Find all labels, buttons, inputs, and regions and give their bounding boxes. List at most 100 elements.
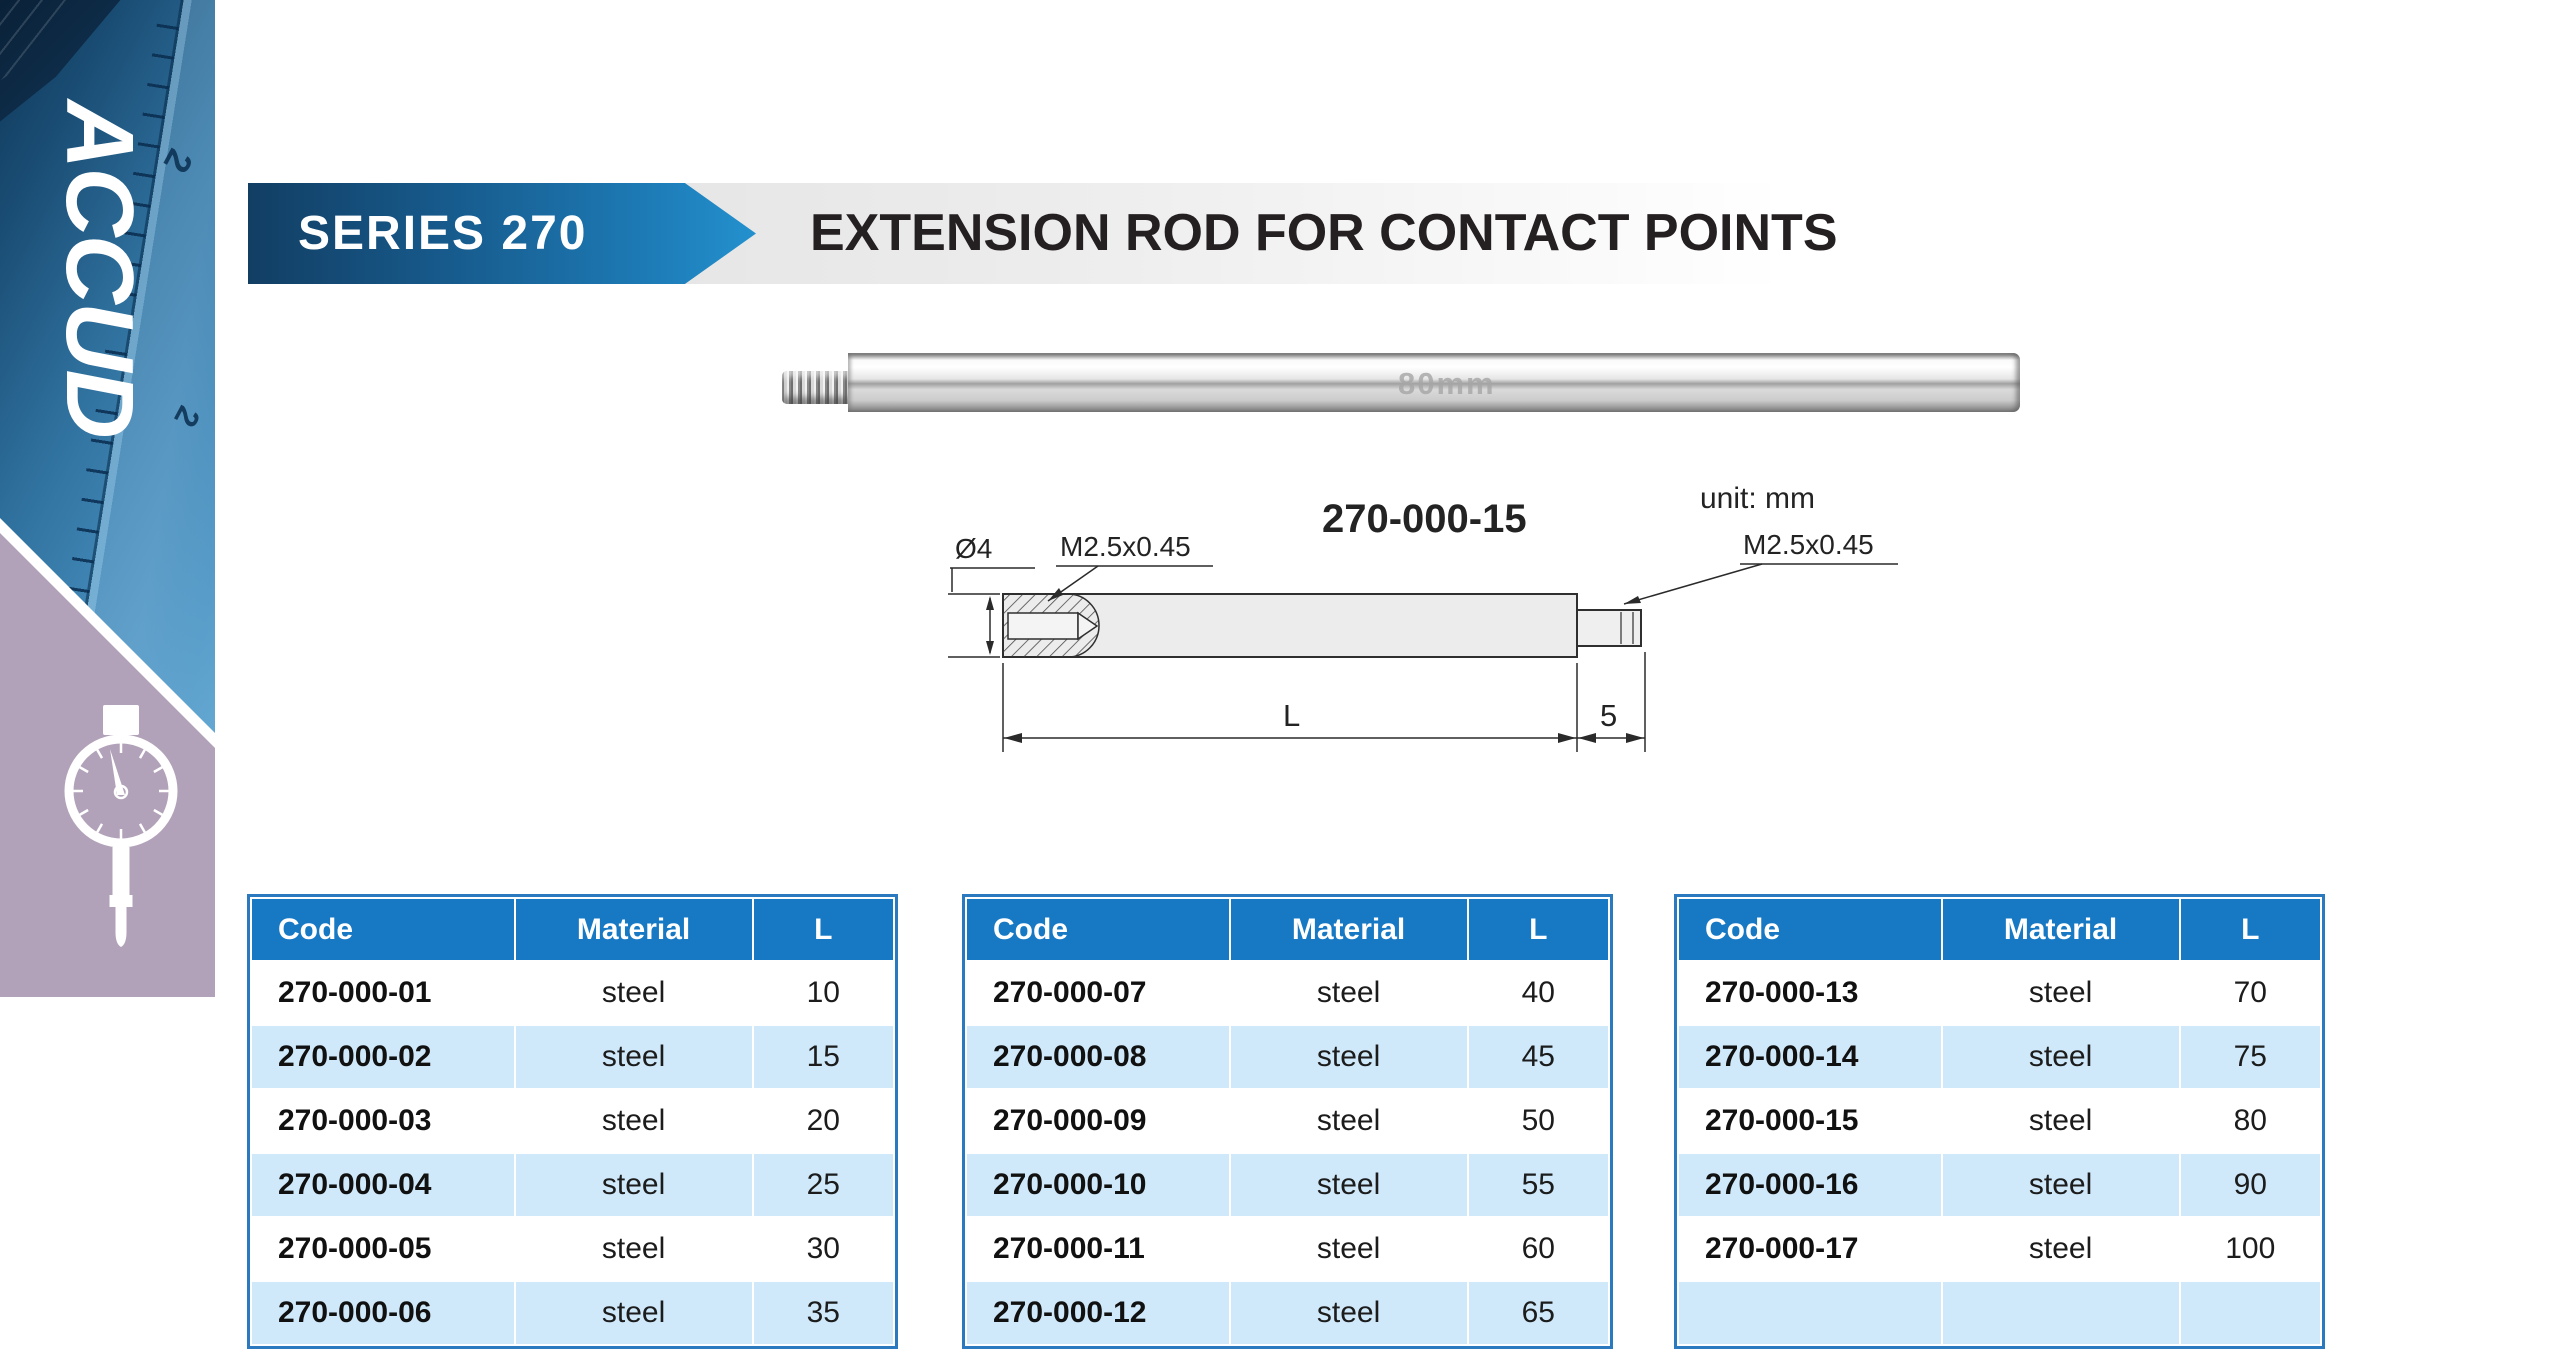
- code-cell: 270-000-03: [250, 1088, 516, 1154]
- material-cell: steel: [513, 1280, 754, 1346]
- parts-table-3: Code Material L 270-000-13 steel 70 270-00…: [1674, 894, 2325, 1349]
- material-cell: steel: [1940, 1024, 2181, 1090]
- length-cell: 75: [2178, 1024, 2323, 1090]
- series-label: SERIES 270: [298, 207, 588, 260]
- material-cell: steel: [513, 1024, 754, 1090]
- length-cell: 35: [751, 1280, 896, 1346]
- length-cell: 90: [2178, 1152, 2323, 1218]
- code-cell: [1677, 1280, 1943, 1346]
- thread-dim-label-right: M2.5x0.45: [1743, 529, 1874, 560]
- table-row: 270-000-03 steel 20: [250, 1088, 896, 1154]
- table-row: 270-000-12 steel 65: [965, 1280, 1611, 1346]
- table-row: 270-000-11 steel 60: [965, 1216, 1611, 1282]
- length-cell: [2178, 1280, 2323, 1346]
- material-cell: steel: [1228, 960, 1469, 1026]
- table-row: [1677, 1280, 2323, 1346]
- code-cell: 270-000-08: [965, 1024, 1231, 1090]
- length-cell: 20: [751, 1088, 896, 1154]
- dial-indicator-icon: [64, 705, 178, 947]
- material-cell: steel: [1228, 1088, 1469, 1154]
- material-cell: steel: [1940, 1152, 2181, 1218]
- material-cell: steel: [513, 1088, 754, 1154]
- length-cell: 10: [751, 960, 896, 1026]
- table-row: 270-000-13 steel 70: [1677, 960, 2323, 1026]
- column-header-material: Material: [1940, 897, 2181, 962]
- code-cell: 270-000-12: [965, 1280, 1231, 1346]
- page-title: EXTENSION ROD FOR CONTACT POINTS: [810, 204, 1838, 262]
- code-cell: 270-000-11: [965, 1216, 1231, 1282]
- table-row: 270-000-08 steel 45: [965, 1024, 1611, 1090]
- column-header-length: L: [2178, 897, 2323, 962]
- table-row: 270-000-10 steel 55: [965, 1152, 1611, 1218]
- material-cell: steel: [1228, 1152, 1469, 1218]
- diameter-dim-label: Ø4: [955, 533, 992, 564]
- length-cell: 55: [1466, 1152, 1611, 1218]
- rod-photo-thread-tip: [782, 371, 850, 404]
- material-cell: steel: [513, 1216, 754, 1282]
- length-dim-label: L: [1283, 698, 1300, 733]
- material-cell: steel: [513, 960, 754, 1026]
- column-header-code: Code: [250, 897, 516, 962]
- table-header-row: Code Material L: [965, 897, 1611, 962]
- tip-length-dim-label: 5: [1600, 698, 1617, 733]
- material-cell: steel: [1940, 960, 2181, 1026]
- length-cell: 50: [1466, 1088, 1611, 1154]
- table-row: 270-000-01 steel 10: [250, 960, 896, 1026]
- table-row: 270-000-06 steel 35: [250, 1280, 896, 1346]
- code-cell: 270-000-04: [250, 1152, 516, 1218]
- column-header-code: Code: [1677, 897, 1943, 962]
- material-cell: steel: [1940, 1216, 2181, 1282]
- length-cell: 80: [2178, 1088, 2323, 1154]
- code-cell: 270-000-14: [1677, 1024, 1943, 1090]
- table-row: 270-000-14 steel 75: [1677, 1024, 2323, 1090]
- material-cell: steel: [1228, 1216, 1469, 1282]
- technical-drawing: 270-000-15 unit: mm Ø4 M2.5x0.45 M2.5x0.…: [948, 482, 1898, 752]
- table-header-row: Code Material L: [250, 897, 896, 962]
- code-cell: 270-000-15: [1677, 1088, 1943, 1154]
- table-row: 270-000-04 steel 25: [250, 1152, 896, 1218]
- code-cell: 270-000-06: [250, 1280, 516, 1346]
- code-cell: 270-000-17: [1677, 1216, 1943, 1282]
- column-header-material: Material: [1228, 897, 1469, 962]
- code-cell: 270-000-02: [250, 1024, 516, 1090]
- code-cell: 270-000-05: [250, 1216, 516, 1282]
- column-header-length: L: [751, 897, 896, 962]
- code-cell: 270-000-10: [965, 1152, 1231, 1218]
- length-cell: 45: [1466, 1024, 1611, 1090]
- code-cell: 270-000-16: [1677, 1152, 1943, 1218]
- length-cell: 65: [1466, 1280, 1611, 1346]
- rod-photo-body: [848, 353, 2020, 412]
- drawing-model-label: 270-000-15: [1322, 497, 1527, 541]
- code-cell: 270-000-13: [1677, 960, 1943, 1026]
- code-cell: 270-000-09: [965, 1088, 1231, 1154]
- material-cell: steel: [1228, 1280, 1469, 1346]
- column-header-length: L: [1466, 897, 1611, 962]
- column-header-code: Code: [965, 897, 1231, 962]
- length-cell: 30: [751, 1216, 896, 1282]
- length-cell: 100: [2178, 1216, 2323, 1282]
- material-cell: steel: [1228, 1024, 1469, 1090]
- table-header-row: Code Material L: [1677, 897, 2323, 962]
- table-row: 270-000-17 steel 100: [1677, 1216, 2323, 1282]
- table-row: 270-000-07 steel 40: [965, 960, 1611, 1026]
- table-row: 270-000-16 steel 90: [1677, 1152, 2323, 1218]
- table-row: 270-000-15 steel 80: [1677, 1088, 2323, 1154]
- accud-brand-logo: ACCUD: [46, 100, 153, 437]
- code-cell: 270-000-01: [250, 960, 516, 1026]
- material-cell: steel: [1940, 1088, 2181, 1154]
- parts-table-2: Code Material L 270-000-07 steel 40 270-00…: [962, 894, 1613, 1349]
- series-banner-arrow: SERIES 270: [248, 183, 756, 284]
- parts-table-1: Code Material L 270-000-01 steel 10 270-00…: [247, 894, 898, 1349]
- length-cell: 60: [1466, 1216, 1611, 1282]
- table-row: 270-000-02 steel 15: [250, 1024, 896, 1090]
- table-row: 270-000-09 steel 50: [965, 1088, 1611, 1154]
- thread-dim-label-left: M2.5x0.45: [1060, 531, 1191, 562]
- drawing-unit-label: unit: mm: [1700, 482, 1815, 515]
- length-cell: 40: [1466, 960, 1611, 1026]
- code-cell: 270-000-07: [965, 960, 1231, 1026]
- material-cell: steel: [513, 1152, 754, 1218]
- length-cell: 25: [751, 1152, 896, 1218]
- table-row: 270-000-05 steel 30: [250, 1216, 896, 1282]
- material-cell: [1940, 1280, 2181, 1346]
